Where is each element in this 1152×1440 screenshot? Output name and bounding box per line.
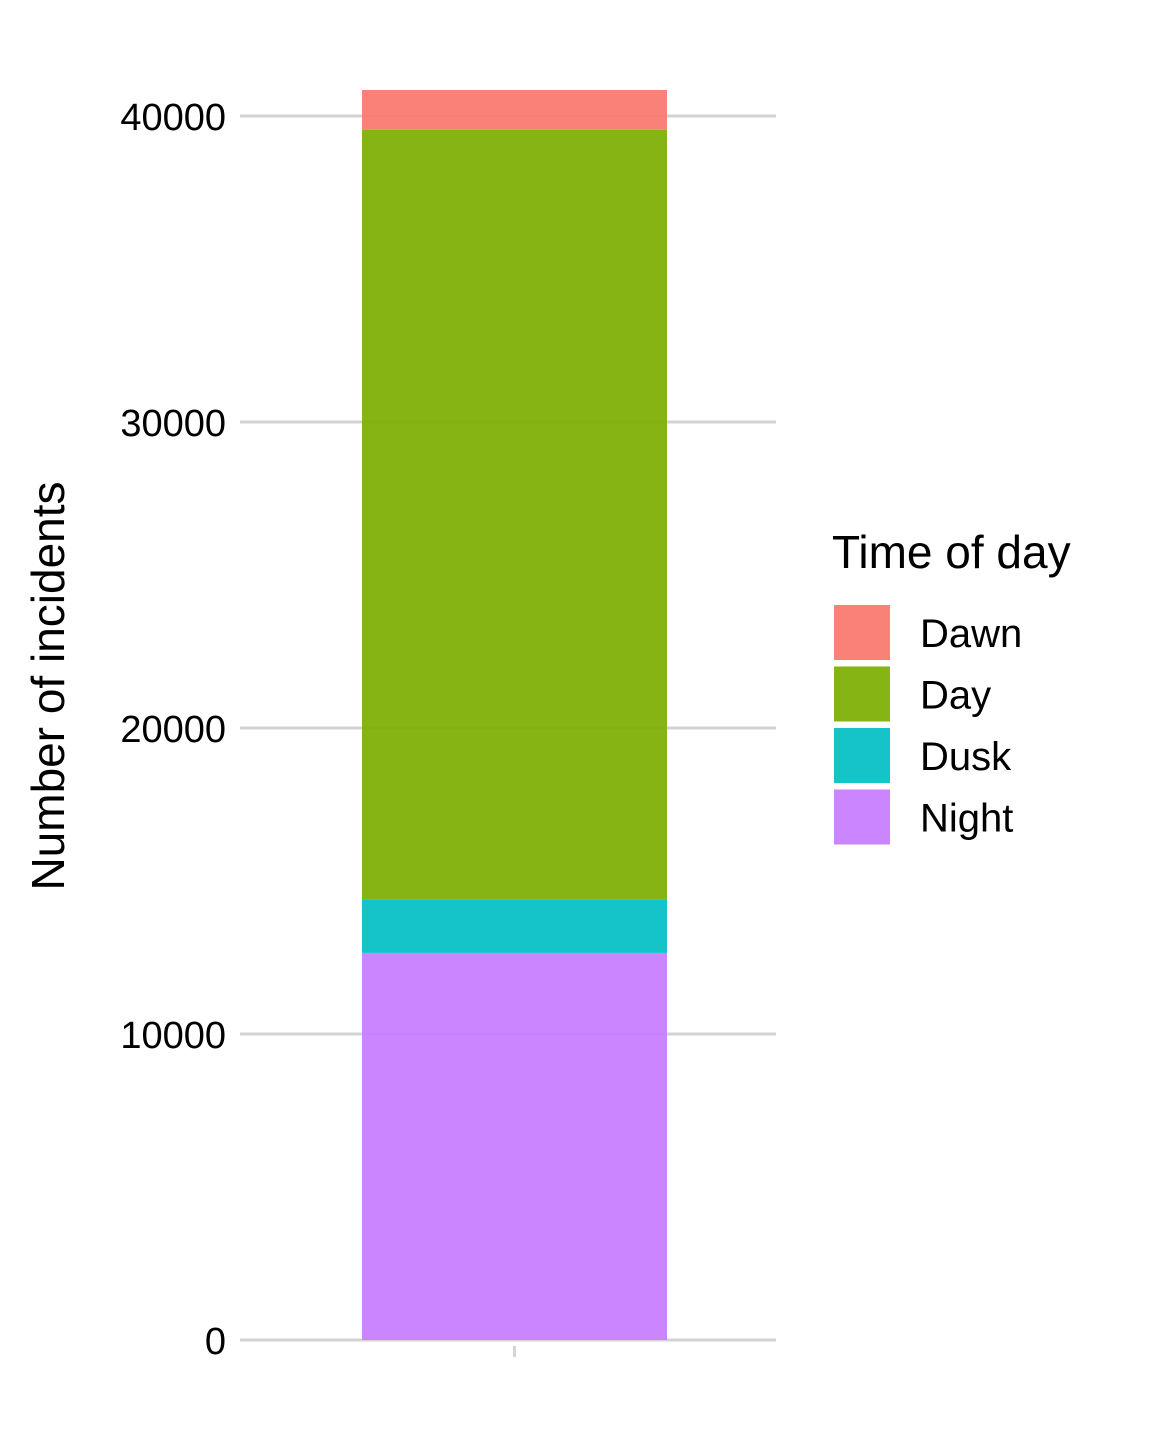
y-tick-label: 30000 — [120, 403, 226, 445]
legend: Time of day Dawn Day Dusk Night — [832, 526, 1071, 845]
legend-swatch-night — [834, 789, 890, 845]
y-tick-label: 10000 — [120, 1015, 226, 1057]
y-axis-ticks: 0 10000 20000 30000 40000 — [120, 97, 226, 1363]
bar-segment-dawn — [362, 89, 667, 130]
legend-swatch-dawn — [834, 605, 890, 660]
y-axis-title: Number of incidents — [22, 481, 74, 890]
legend-label-day: Day — [920, 674, 991, 718]
legend-title: Time of day — [832, 526, 1071, 578]
legend-swatch-day — [834, 666, 890, 722]
bar-segment-day — [362, 129, 667, 900]
legend-items: Dawn Day Dusk Night — [834, 605, 1022, 845]
legend-label-dawn: Dawn — [920, 612, 1022, 656]
bar-segments — [362, 89, 667, 1340]
y-tick-label: 20000 — [120, 709, 226, 751]
legend-swatch-dusk — [834, 728, 890, 783]
legend-label-night: Night — [920, 797, 1013, 841]
y-tick-label: 0 — [205, 1321, 226, 1363]
bar-segment-night — [362, 952, 667, 1340]
legend-label-dusk: Dusk — [920, 735, 1012, 779]
y-tick-label: 40000 — [120, 97, 226, 139]
bar-segment-dusk — [362, 899, 667, 953]
